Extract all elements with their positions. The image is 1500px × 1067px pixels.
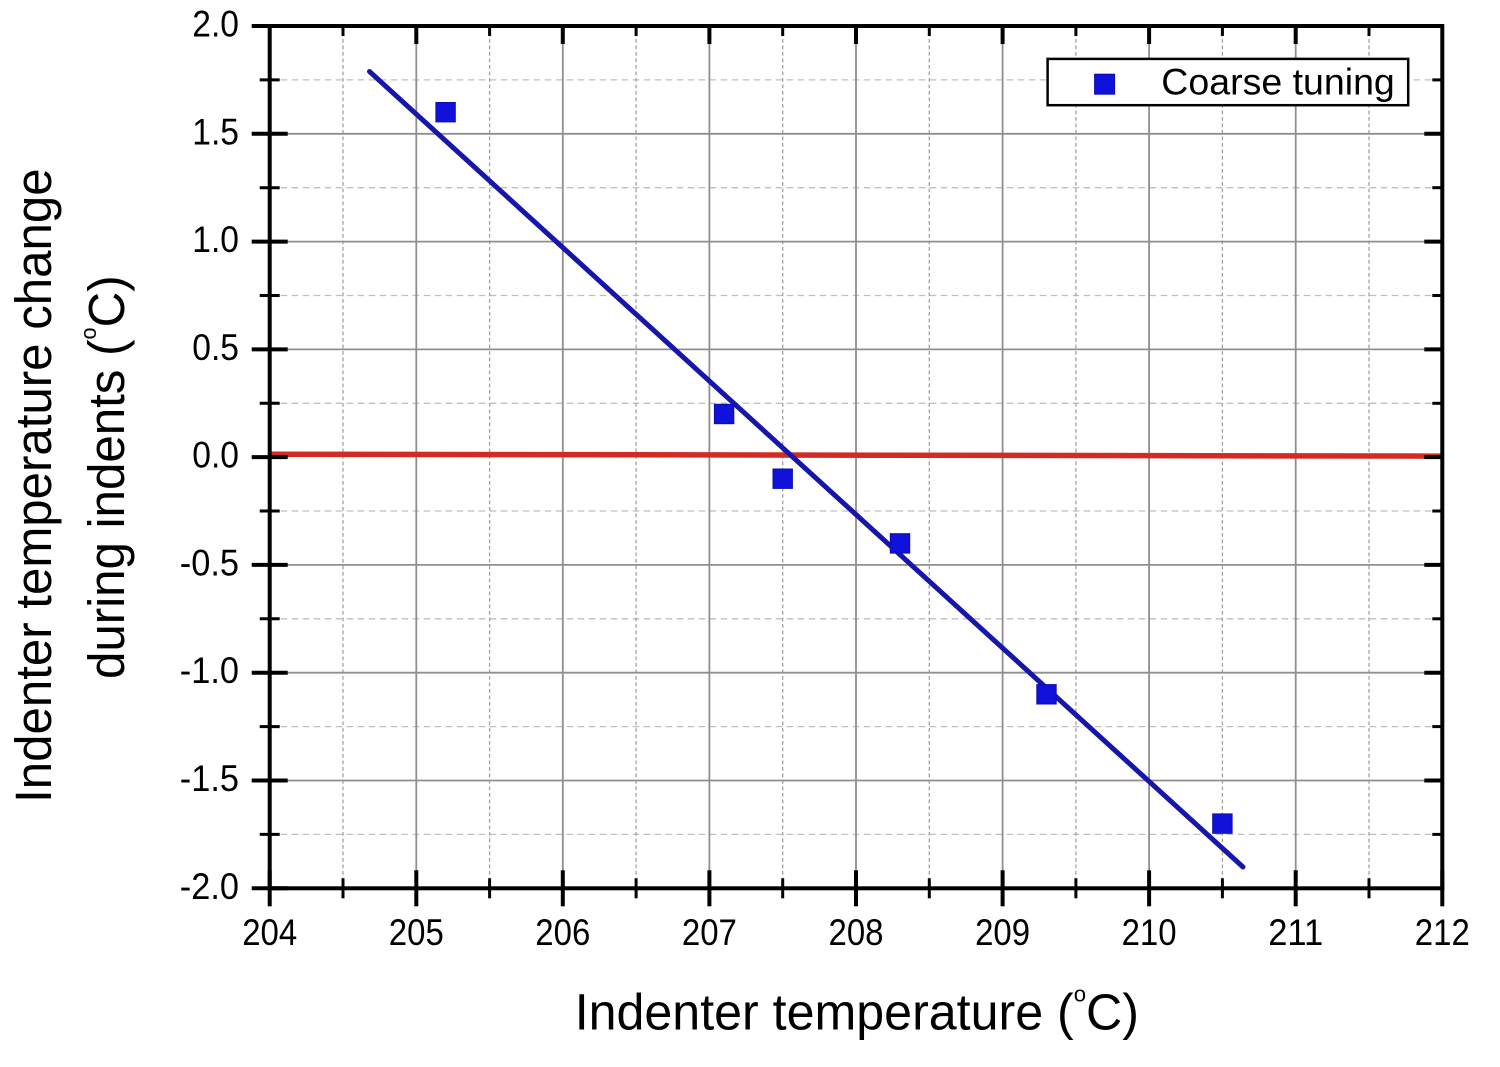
svg-text:1.0: 1.0 [192,218,239,260]
svg-text:211: 211 [1268,911,1323,953]
svg-text:0.0: 0.0 [192,434,239,476]
svg-text:-2.0: -2.0 [180,865,239,907]
svg-text:205: 205 [389,911,444,953]
svg-text:209: 209 [975,911,1030,953]
svg-text:-1.5: -1.5 [180,757,239,799]
svg-text:206: 206 [535,911,590,953]
svg-text:-0.5: -0.5 [180,541,239,583]
svg-text:Indenter temperature (oC): Indenter temperature (oC) [575,982,1139,1041]
svg-text:207: 207 [682,911,737,953]
svg-text:0.5: 0.5 [192,326,239,368]
svg-text:212: 212 [1415,911,1470,953]
svg-text:-1.0: -1.0 [180,649,239,691]
svg-text:204: 204 [242,911,297,953]
svg-text:Indenter temperature change: Indenter temperature change [5,168,62,803]
svg-text:210: 210 [1122,911,1177,953]
svg-text:208: 208 [829,911,884,953]
svg-text:2.0: 2.0 [192,3,239,45]
svg-text:1.5: 1.5 [192,110,239,152]
svg-text:Coarse tuning: Coarse tuning [1161,61,1394,103]
svg-text:during indents (oC): during indents (oC) [76,275,135,679]
